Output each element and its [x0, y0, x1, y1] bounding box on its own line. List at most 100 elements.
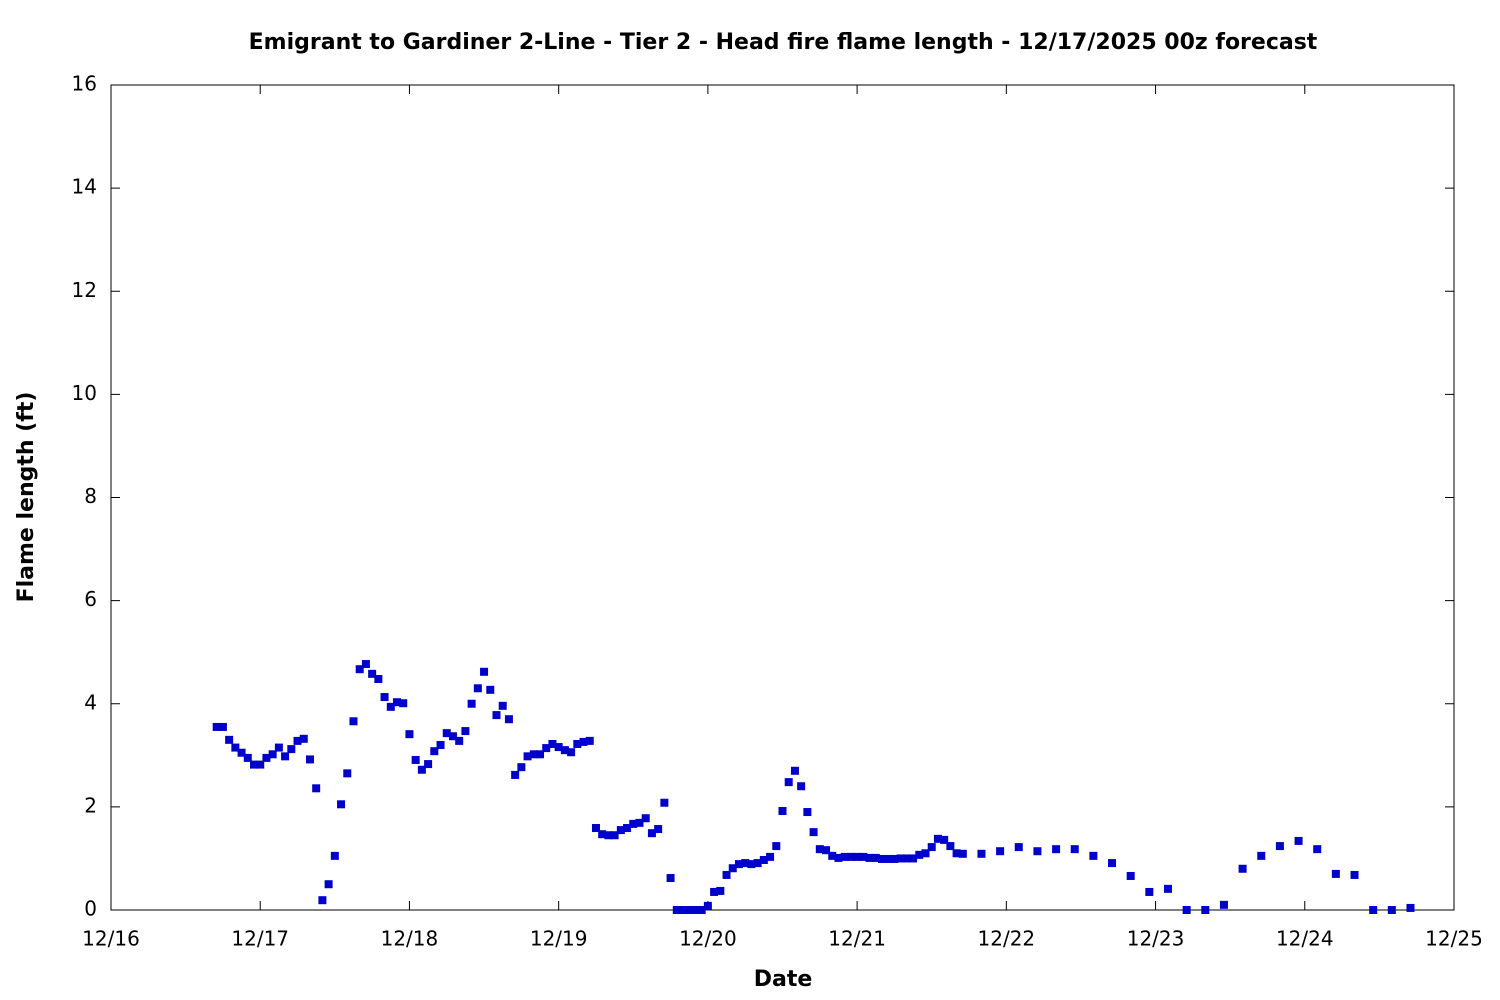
point — [896, 854, 905, 863]
point — [274, 743, 283, 752]
point — [268, 750, 277, 759]
point — [909, 854, 918, 863]
y-tick-label: 6 — [84, 587, 97, 611]
y-tick-label: 8 — [84, 484, 97, 508]
point — [287, 745, 296, 754]
point — [1219, 900, 1228, 909]
point — [890, 854, 899, 863]
point — [834, 853, 843, 862]
point — [1350, 870, 1359, 879]
x-tick-label: 12/22 — [978, 927, 1036, 951]
point — [1108, 859, 1117, 868]
point — [871, 853, 880, 862]
point — [243, 753, 252, 762]
point — [305, 755, 314, 764]
point — [958, 849, 967, 858]
point — [747, 860, 756, 869]
point — [1238, 864, 1247, 873]
point — [585, 736, 594, 745]
point — [946, 842, 955, 851]
point — [822, 846, 831, 855]
point — [598, 830, 607, 839]
point — [411, 755, 420, 764]
point — [591, 824, 600, 833]
point — [318, 896, 327, 905]
point — [1070, 845, 1079, 854]
point — [734, 860, 743, 869]
point — [523, 752, 532, 761]
point — [548, 739, 557, 748]
point — [536, 750, 545, 759]
point — [542, 744, 551, 753]
point — [623, 824, 632, 833]
point — [672, 906, 681, 914]
point — [237, 748, 246, 757]
point — [218, 722, 227, 731]
point — [399, 699, 408, 708]
point — [1182, 906, 1191, 914]
point — [554, 743, 563, 752]
point — [567, 748, 576, 757]
point — [915, 850, 924, 859]
point — [380, 693, 389, 702]
point — [977, 849, 986, 858]
point — [697, 906, 706, 914]
point — [349, 717, 358, 726]
point — [778, 807, 787, 815]
point — [610, 831, 619, 840]
point — [330, 851, 339, 860]
point — [1369, 906, 1378, 914]
point — [231, 743, 240, 752]
point — [759, 855, 768, 864]
point — [790, 766, 799, 775]
y-axis-label: Flame length (ft) — [14, 392, 39, 603]
x-tick-label: 12/17 — [231, 927, 289, 951]
point — [996, 847, 1005, 856]
x-tick-label: 12/18 — [381, 927, 439, 951]
point — [212, 722, 221, 731]
point — [902, 854, 911, 863]
point — [846, 852, 855, 861]
point — [635, 818, 644, 827]
point — [616, 826, 625, 835]
point — [753, 859, 762, 868]
point — [940, 835, 949, 844]
point — [405, 730, 414, 739]
x-tick-label: 12/23 — [1127, 927, 1185, 951]
point — [293, 736, 302, 745]
point — [679, 906, 688, 914]
point — [865, 853, 874, 862]
point — [1163, 884, 1172, 893]
y-tick-label: 16 — [72, 72, 97, 96]
point — [1275, 842, 1284, 851]
x-tick-label: 12/21 — [828, 927, 886, 951]
x-tick-label: 12/25 — [1425, 927, 1483, 951]
point — [529, 750, 538, 759]
point — [467, 699, 476, 708]
point — [262, 753, 271, 762]
point — [1406, 903, 1415, 912]
x-tick-label: 12/16 — [82, 927, 140, 951]
point — [386, 702, 395, 711]
point — [797, 782, 806, 791]
point — [1331, 869, 1340, 878]
point — [492, 711, 501, 720]
point — [716, 886, 725, 895]
point — [703, 901, 712, 910]
point — [312, 784, 321, 793]
point — [666, 874, 675, 883]
point — [629, 819, 638, 828]
point — [324, 880, 333, 889]
point — [952, 849, 961, 858]
point — [573, 739, 582, 748]
y-tick-label: 0 — [84, 897, 97, 921]
point — [766, 852, 775, 861]
point — [884, 854, 893, 863]
point — [1126, 871, 1135, 880]
chart-title: Emigrant to Gardiner 2-Line - Tier 2 - H… — [249, 30, 1318, 55]
x-tick-label: 12/19 — [530, 927, 588, 951]
point — [722, 870, 731, 879]
point — [647, 829, 656, 838]
x-tick-label: 12/20 — [679, 927, 737, 951]
